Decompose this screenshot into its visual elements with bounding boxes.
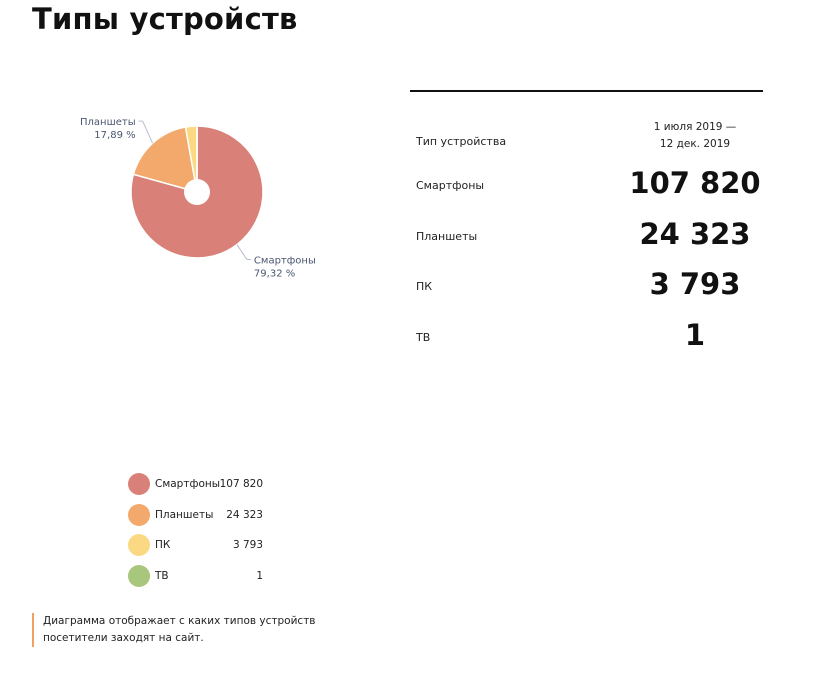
table-row-label: Планшеты [416,230,478,243]
page-title: Типы устройств [32,2,298,36]
legend-swatch [128,534,150,556]
table-top-rule [410,90,763,92]
table-header-period: 1 июля 2019 — 12 дек. 2019 [635,119,755,153]
legend-value: 24 323 [226,508,263,521]
pie-label-smartphones: Смартфоны [254,256,316,267]
table-header-device: Тип устройства [416,135,507,148]
legend-swatch [128,503,150,526]
table-row-label: ПК [416,280,433,293]
table-row-value: 107 820 [629,166,761,200]
legend-label: ПК [155,539,171,551]
pie-hole [184,179,210,205]
chart-caption: Диаграмма отображает с каких типов устро… [32,613,383,647]
table-row-tv: ТВ 1 [410,314,763,364]
pie-slice-tablets[interactable] [132,126,198,194]
pie-leader-smartphones [236,244,251,261]
table-row-label: ТВ [416,331,431,344]
legend-label: Планшеты [155,508,214,521]
table-row-label: Смартфоны [416,179,485,192]
legend-item-tablets[interactable]: Планшеты 24 323 [128,503,273,534]
legend-item-tv[interactable]: ТВ 1 [128,564,273,595]
legend-label: Смартфоны [155,478,221,490]
chart-legend: Смартфоны 107 820 Планшеты 24 323 ПК 3 7… [128,472,273,594]
legend-item-pc[interactable]: ПК 3 793 [128,533,273,564]
pie-percent-tablets: 17,89 % [94,130,135,141]
legend-value: 3 793 [232,539,263,551]
pie-leader-tablets [138,120,154,144]
legend-label: ТВ [155,569,169,582]
device-pie-chart: Смартфоны 79,32 % Планшеты 17,89 % [80,117,316,280]
legend-value: 1 [256,569,263,582]
legend-swatch [128,564,150,587]
pie-percent-smartphones: 79,32 % [254,269,295,280]
legend-swatch [128,473,150,495]
table-row-tablets: Планшеты 24 323 [410,213,763,263]
table-row-value: 1 [684,318,706,352]
legend-value: 107 820 [219,478,263,490]
legend-item-smartphones[interactable]: Смартфоны 107 820 [128,472,273,503]
table-row-value: 3 793 [649,267,741,301]
table-row-pc: ПК 3 793 [410,263,763,313]
table-row-value: 24 323 [639,217,751,251]
period-line-1: 1 июля 2019 — [653,121,737,133]
period-line-2: 12 дек. 2019 [659,138,731,150]
pie-slice-pc[interactable] [184,125,198,193]
pie-label-tablets: Планшеты [80,117,136,128]
table-row-smartphones: Смартфоны 107 820 [410,162,763,212]
